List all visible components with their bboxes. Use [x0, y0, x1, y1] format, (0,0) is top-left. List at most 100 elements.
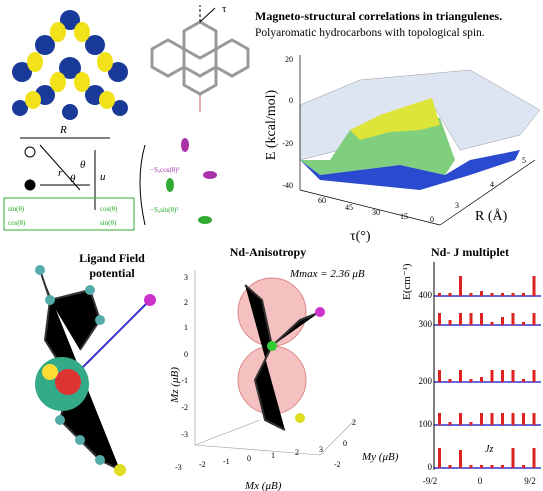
- x-tick-label: 0: [430, 215, 434, 224]
- level-bar: [438, 448, 441, 468]
- level-bar: [501, 317, 504, 325]
- triangulene-skeleton: [152, 5, 248, 112]
- level-bar: [480, 413, 483, 425]
- overlap-label: sin(θ): [8, 205, 25, 213]
- level-bar: [522, 465, 525, 468]
- x-tick-label: -3: [175, 463, 182, 472]
- x-axis-label: Jz: [485, 444, 493, 455]
- y-tick-label: 5: [522, 156, 526, 165]
- x-tick-label: 15: [400, 212, 408, 221]
- level-bar: [449, 293, 452, 296]
- level-bar: [438, 293, 441, 296]
- term: −Sᵤcos(θ)²: [150, 166, 180, 174]
- level-bar: [533, 448, 536, 468]
- level-bar: [438, 313, 441, 325]
- y-tick-label: -2: [334, 460, 341, 469]
- x-tick-label: 9/2: [524, 476, 536, 486]
- overlap-label: sin(θ): [100, 219, 117, 227]
- x-tick-label: -1: [223, 457, 230, 466]
- z-tick-label: -1: [181, 376, 188, 385]
- orbital-picture: [12, 10, 128, 120]
- level-bar: [438, 413, 441, 425]
- x-tick-label: 30: [372, 208, 380, 217]
- level-bar: [459, 413, 462, 425]
- y-tick-label: 0: [343, 439, 347, 448]
- level-bar: [491, 322, 494, 325]
- x-tick-label: 60: [318, 196, 326, 205]
- x-tick-label: 3: [319, 445, 323, 454]
- multiplet-plot: [434, 262, 541, 470]
- diagram-label: θ: [70, 173, 76, 185]
- level-bar: [470, 313, 473, 325]
- y-tick-label: 400: [419, 290, 433, 300]
- level-bar: [512, 413, 515, 425]
- level-bar: [501, 465, 504, 468]
- x-tick-label: -2: [199, 460, 206, 469]
- level-bar: [480, 465, 483, 468]
- level-bar: [491, 465, 494, 468]
- level-bar: [449, 465, 452, 468]
- level-bar: [533, 370, 536, 382]
- level-bar: [470, 422, 473, 425]
- z-tick-label: 2: [184, 298, 188, 307]
- level-bar: [533, 313, 536, 325]
- level-bar: [512, 293, 515, 296]
- z-axis-label: Mz (μB): [169, 367, 181, 404]
- level-bar: [501, 413, 504, 425]
- y-tick-label: 2: [352, 418, 356, 427]
- z-tick-label: -40: [282, 181, 293, 190]
- level-bar: [501, 370, 504, 382]
- level-bar: [512, 313, 515, 325]
- z-tick-label: -2: [181, 403, 188, 412]
- term: −Sᵤsin(θ)²: [150, 206, 178, 214]
- level-bar: [533, 276, 536, 296]
- y-axis-label: E(cm⁻¹): [401, 263, 413, 300]
- level-bar: [512, 370, 515, 382]
- level-bar: [480, 313, 483, 325]
- level-bar: [459, 370, 462, 382]
- y-axis-label: R (Å): [475, 208, 508, 224]
- level-bar: [522, 413, 525, 425]
- z-tick-label: 0: [289, 96, 293, 105]
- angle-label: τ: [222, 3, 227, 15]
- diagram-label: u: [100, 171, 106, 183]
- x-tick-label: 2: [295, 448, 299, 457]
- z-axis-label: E (kcal/mol): [264, 89, 279, 160]
- mmax-label: Mmax = 2.36 μB: [289, 268, 365, 280]
- y-tick-label: 4: [490, 180, 494, 189]
- z-tick-label: 3: [184, 273, 188, 282]
- y-axis-label: My (μB): [361, 451, 399, 463]
- x-tick-label: 45: [345, 203, 353, 212]
- x-tick-label: 0: [247, 454, 251, 463]
- energy-surface: [300, 55, 540, 225]
- level-bar: [459, 450, 462, 468]
- level-bar: [533, 413, 536, 425]
- subtitle: Polyaromatic hydrocarbons with topologic…: [255, 27, 485, 39]
- overlap-label: cos(θ): [8, 219, 26, 227]
- level-bar: [449, 320, 452, 325]
- level-bar: [449, 379, 452, 382]
- level-bar: [480, 291, 483, 296]
- level-bar: [459, 313, 462, 325]
- level-bar: [491, 293, 494, 296]
- level-bar: [470, 293, 473, 296]
- ligand-title: Ligand Field: [79, 251, 145, 265]
- x-tick-label: 1: [271, 451, 275, 460]
- y-tick-label: 300: [419, 319, 433, 329]
- anisotropy-title: Nd-Anisotropy: [230, 245, 306, 259]
- diagram-label: θ: [80, 159, 86, 171]
- ligand-title: potential: [89, 266, 135, 280]
- level-bar: [491, 413, 494, 425]
- y-tick-label: 100: [419, 419, 433, 429]
- diagram-label: R: [59, 124, 67, 136]
- x-axis-label: τ(°): [350, 229, 371, 244]
- level-bar: [522, 293, 525, 296]
- multiplet-title: Nd- J multiplet: [431, 245, 509, 259]
- ligand-molecule: [35, 265, 156, 476]
- title: Magneto-structural correlations in trian…: [255, 9, 502, 23]
- z-tick-label: -3: [181, 430, 188, 439]
- x-axis-label: Mx (μB): [244, 480, 282, 491]
- z-tick-label: 0: [184, 350, 188, 359]
- x-tick-label: 0: [478, 476, 483, 486]
- level-bar: [522, 379, 525, 382]
